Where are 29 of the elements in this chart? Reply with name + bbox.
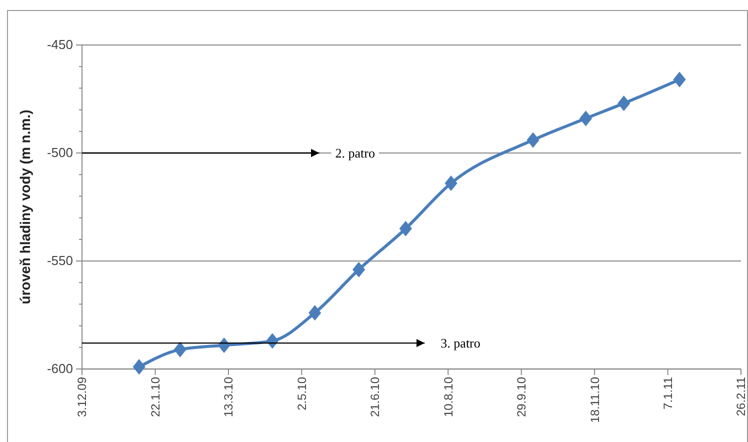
x-tick-label: 22.1.10 <box>148 376 162 418</box>
ref-line-label: 3. patro <box>440 336 480 351</box>
point <box>352 262 366 278</box>
point <box>444 175 458 192</box>
y-tick-label: -500 <box>46 145 73 160</box>
point <box>579 110 592 126</box>
x-tick-label: 10.8.10 <box>441 376 456 418</box>
point <box>266 333 279 349</box>
x-tick-label: 2.5.10 <box>294 376 309 410</box>
point <box>218 337 230 354</box>
point <box>673 72 686 88</box>
point <box>399 220 412 236</box>
x-tick-label: 3.12.09 <box>75 376 90 418</box>
x-tick-label: 7.1.11 <box>660 376 675 410</box>
ref-line-label: 2. patro <box>335 146 375 161</box>
point <box>526 132 540 148</box>
x-tick-label: 18.11.10 <box>588 376 602 423</box>
point <box>174 342 186 358</box>
x-tick-label: 26.2.11 <box>734 376 748 416</box>
y-tick-label: -550 <box>46 253 73 268</box>
point <box>308 305 322 321</box>
y-tick-label: -450 <box>46 37 73 52</box>
x-tick-label: 29.9.10 <box>514 376 529 418</box>
point <box>618 96 630 112</box>
y-axis-title: úroveň hladiny vody (m n.m.) <box>17 110 33 304</box>
x-tick-label: 21.6.10 <box>368 376 382 418</box>
y-tick-label: -600 <box>46 361 73 376</box>
x-tick-label: 13.3.10 <box>222 376 236 418</box>
point <box>132 359 146 375</box>
